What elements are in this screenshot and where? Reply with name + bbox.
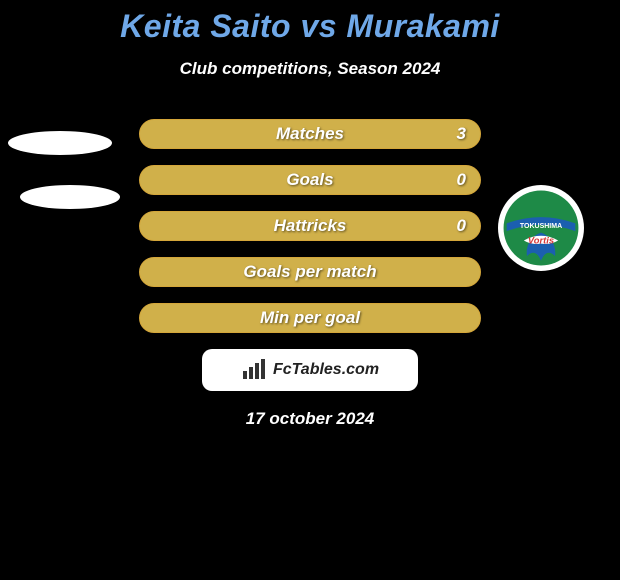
stat-bar: Matches 3 xyxy=(139,119,481,149)
svg-text:Vortis: Vortis xyxy=(528,236,554,246)
footer-date: 17 october 2024 xyxy=(0,409,620,429)
brand-box: FcTables.com xyxy=(202,349,418,391)
stat-right-value: 3 xyxy=(457,124,466,144)
left-ellipse-2 xyxy=(20,185,120,209)
stat-label: Goals per match xyxy=(243,262,376,282)
club-crest-circle: TOKUSHIMA Vortis xyxy=(498,185,584,271)
stats-zone: Matches 3 Goals 0 Hattricks 0 Goals per match M… xyxy=(0,119,620,333)
stat-right-value: 0 xyxy=(457,216,466,236)
stat-bar: Goals per match xyxy=(139,257,481,287)
stat-bar: Min per goal xyxy=(139,303,481,333)
brand-text: FcTables.com xyxy=(273,361,379,379)
svg-text:TOKUSHIMA: TOKUSHIMA xyxy=(520,223,562,230)
stat-label: Goals xyxy=(286,170,333,190)
stat-right-value: 0 xyxy=(457,170,466,190)
stat-bar: Hattricks 0 xyxy=(139,211,481,241)
stat-label: Hattricks xyxy=(274,216,347,236)
left-ellipse-1 xyxy=(8,131,112,155)
stat-row: Min per goal xyxy=(0,303,620,333)
stat-label: Min per goal xyxy=(260,308,360,328)
page-subtitle: Club competitions, Season 2024 xyxy=(0,59,620,79)
bars-icon xyxy=(241,359,267,381)
page-title: Keita Saito vs Murakami xyxy=(0,0,620,45)
tokushima-vortis-crest-icon: TOKUSHIMA Vortis xyxy=(502,189,580,267)
stat-label: Matches xyxy=(276,124,344,144)
stat-bar: Goals 0 xyxy=(139,165,481,195)
